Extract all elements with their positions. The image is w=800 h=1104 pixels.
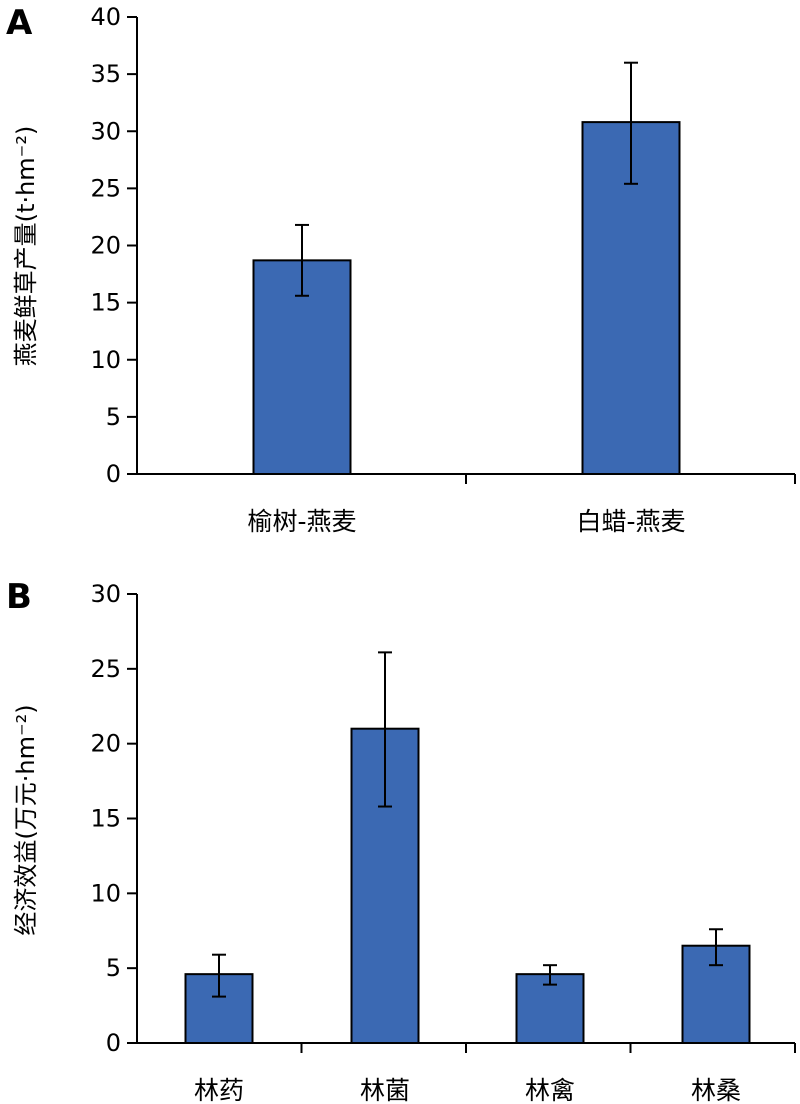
panel-letter-a: A (6, 3, 33, 43)
y-tick-label-a: 25 (90, 174, 121, 202)
chart-panel-b: B 经济效益(万元·hm⁻²) 0 5 10 15 20 25 30 林药 林菌 林禽 林桑 (6, 577, 796, 1104)
y-tick-label-b: 10 (90, 879, 121, 907)
category-label-a: 榆树-燕麦 (247, 507, 356, 536)
y-axis-title-a: 燕麦鲜草产量(t·hm⁻²) (12, 126, 40, 367)
y-tick-label-b: 5 (106, 954, 121, 982)
y-tick-label-b: 20 (90, 730, 121, 758)
y-tick-label-a: 20 (90, 232, 121, 260)
y-tick-label-b: 30 (90, 580, 121, 608)
category-label-b: 林菌 (360, 1076, 410, 1104)
category-label-b: 林禽 (525, 1076, 575, 1104)
y-tick-label-a: 10 (90, 346, 121, 374)
category-label-b: 林桑 (691, 1076, 741, 1104)
chart-panel-a: A 燕麦鲜草产量(t·hm⁻²) 0 5 10 15 20 25 30 35 40 榆树-燕麦 白蜡… (6, 3, 796, 536)
y-tick-label-a: 40 (90, 3, 121, 31)
y-axis-title-b: 经济效益(万元·hm⁻²) (12, 704, 40, 935)
y-tick-label-b: 15 (90, 805, 121, 833)
y-tick-label-b: 25 (90, 655, 121, 683)
y-tick-label-a: 0 (106, 460, 121, 488)
y-tick-label-b: 0 (106, 1029, 121, 1057)
panel-letter-b: B (6, 577, 32, 617)
y-tick-label-a: 30 (90, 117, 121, 145)
y-tick-label-a: 35 (90, 60, 121, 88)
category-label-b: 林药 (194, 1076, 244, 1104)
y-tick-label-a: 15 (90, 289, 121, 317)
y-tick-label-a: 5 (106, 403, 121, 431)
category-label-a: 白蜡-燕麦 (576, 507, 685, 536)
